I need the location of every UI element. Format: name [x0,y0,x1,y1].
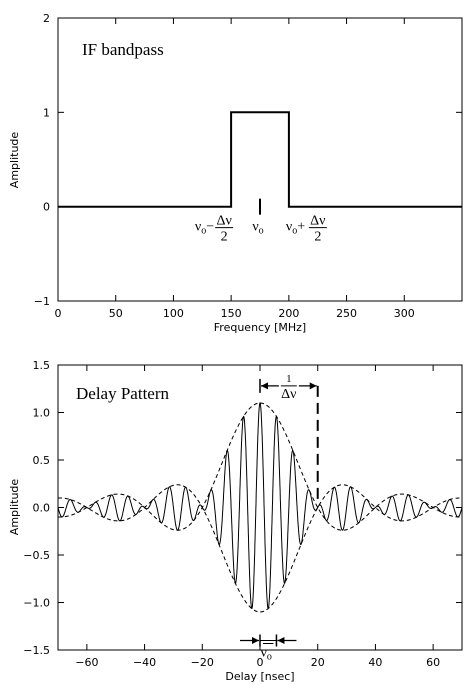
x-tick-label: 40 [368,656,382,669]
y-tick-label: −1 [34,295,50,308]
inverse-bandwidth-denominator: Δν [281,387,296,402]
x-tick-label: 0 [257,656,264,669]
y-tick-label: 1 [43,106,50,119]
x-tick-label: 50 [109,307,123,320]
delay-pattern-panel: Delay Pattern Delay [nsec] Amplitude −60… [8,359,463,683]
plot-frame [57,17,463,302]
upper-edge-label: νo+ Δν2 [286,214,327,245]
y-axis-title: Amplitude [8,132,21,189]
y-tick-label: −1.5 [23,644,50,657]
upper-edge-den: 2 [314,230,321,245]
x-tick-label: −40 [133,656,156,669]
y-tick-label: 1.5 [33,359,51,372]
x-tick-label: 150 [221,307,242,320]
envelope-lower-line [58,506,462,613]
x-axis-title: Delay [nsec] [225,670,294,683]
x-tick-label: 200 [278,307,299,320]
arrowhead [309,382,317,390]
arrowhead [261,382,268,390]
y-tick-label: −1.0 [23,597,50,610]
y-axis-title: Amplitude [8,479,21,536]
if-bandpass-panel: IF bandpass Frequency [MHz] Amplitude 0 5… [8,12,463,334]
y-tick-label: 0 [43,201,50,214]
y-tick-label: 0.0 [33,502,51,515]
x-axis-title: Frequency [MHz] [214,321,306,334]
x-tick-label: 60 [426,656,440,669]
upper-edge-label-text: νo+ [286,220,305,237]
envelope-upper-line [58,402,462,509]
period-label: νo [261,646,272,663]
fringe-line [57,401,463,609]
inverse-bandwidth-numerator: 1 [286,373,292,385]
y-tick-label: 2 [43,12,50,25]
arrowhead [277,637,285,644]
y-tick-label: −0.5 [23,549,50,562]
lower-edge-label: νo− Δν2 [195,214,234,245]
y-tick-label: 0.5 [33,454,51,467]
x-tick-label: −20 [191,656,214,669]
x-tick-label: 100 [163,307,184,320]
center-frequency-label: νo [252,220,263,237]
upper-edge-num: Δν [310,214,325,229]
lower-edge-label-text: νo− [195,220,214,237]
lower-edge-num: Δν [216,214,231,229]
lower-edge-den: 2 [221,230,228,245]
x-tick-label: 0 [55,307,62,320]
plot-frame [57,364,463,651]
x-tick-label: −60 [75,656,98,669]
x-tick-label: 20 [311,656,325,669]
y-tick-label: 1.0 [33,407,51,420]
panel-title: Delay Pattern [76,384,169,403]
panel-title: IF bandpass [82,40,164,59]
arrowhead [252,637,259,644]
x-tick-label: 300 [394,307,415,320]
x-tick-label: 250 [336,307,357,320]
bandpass-line [58,111,462,208]
